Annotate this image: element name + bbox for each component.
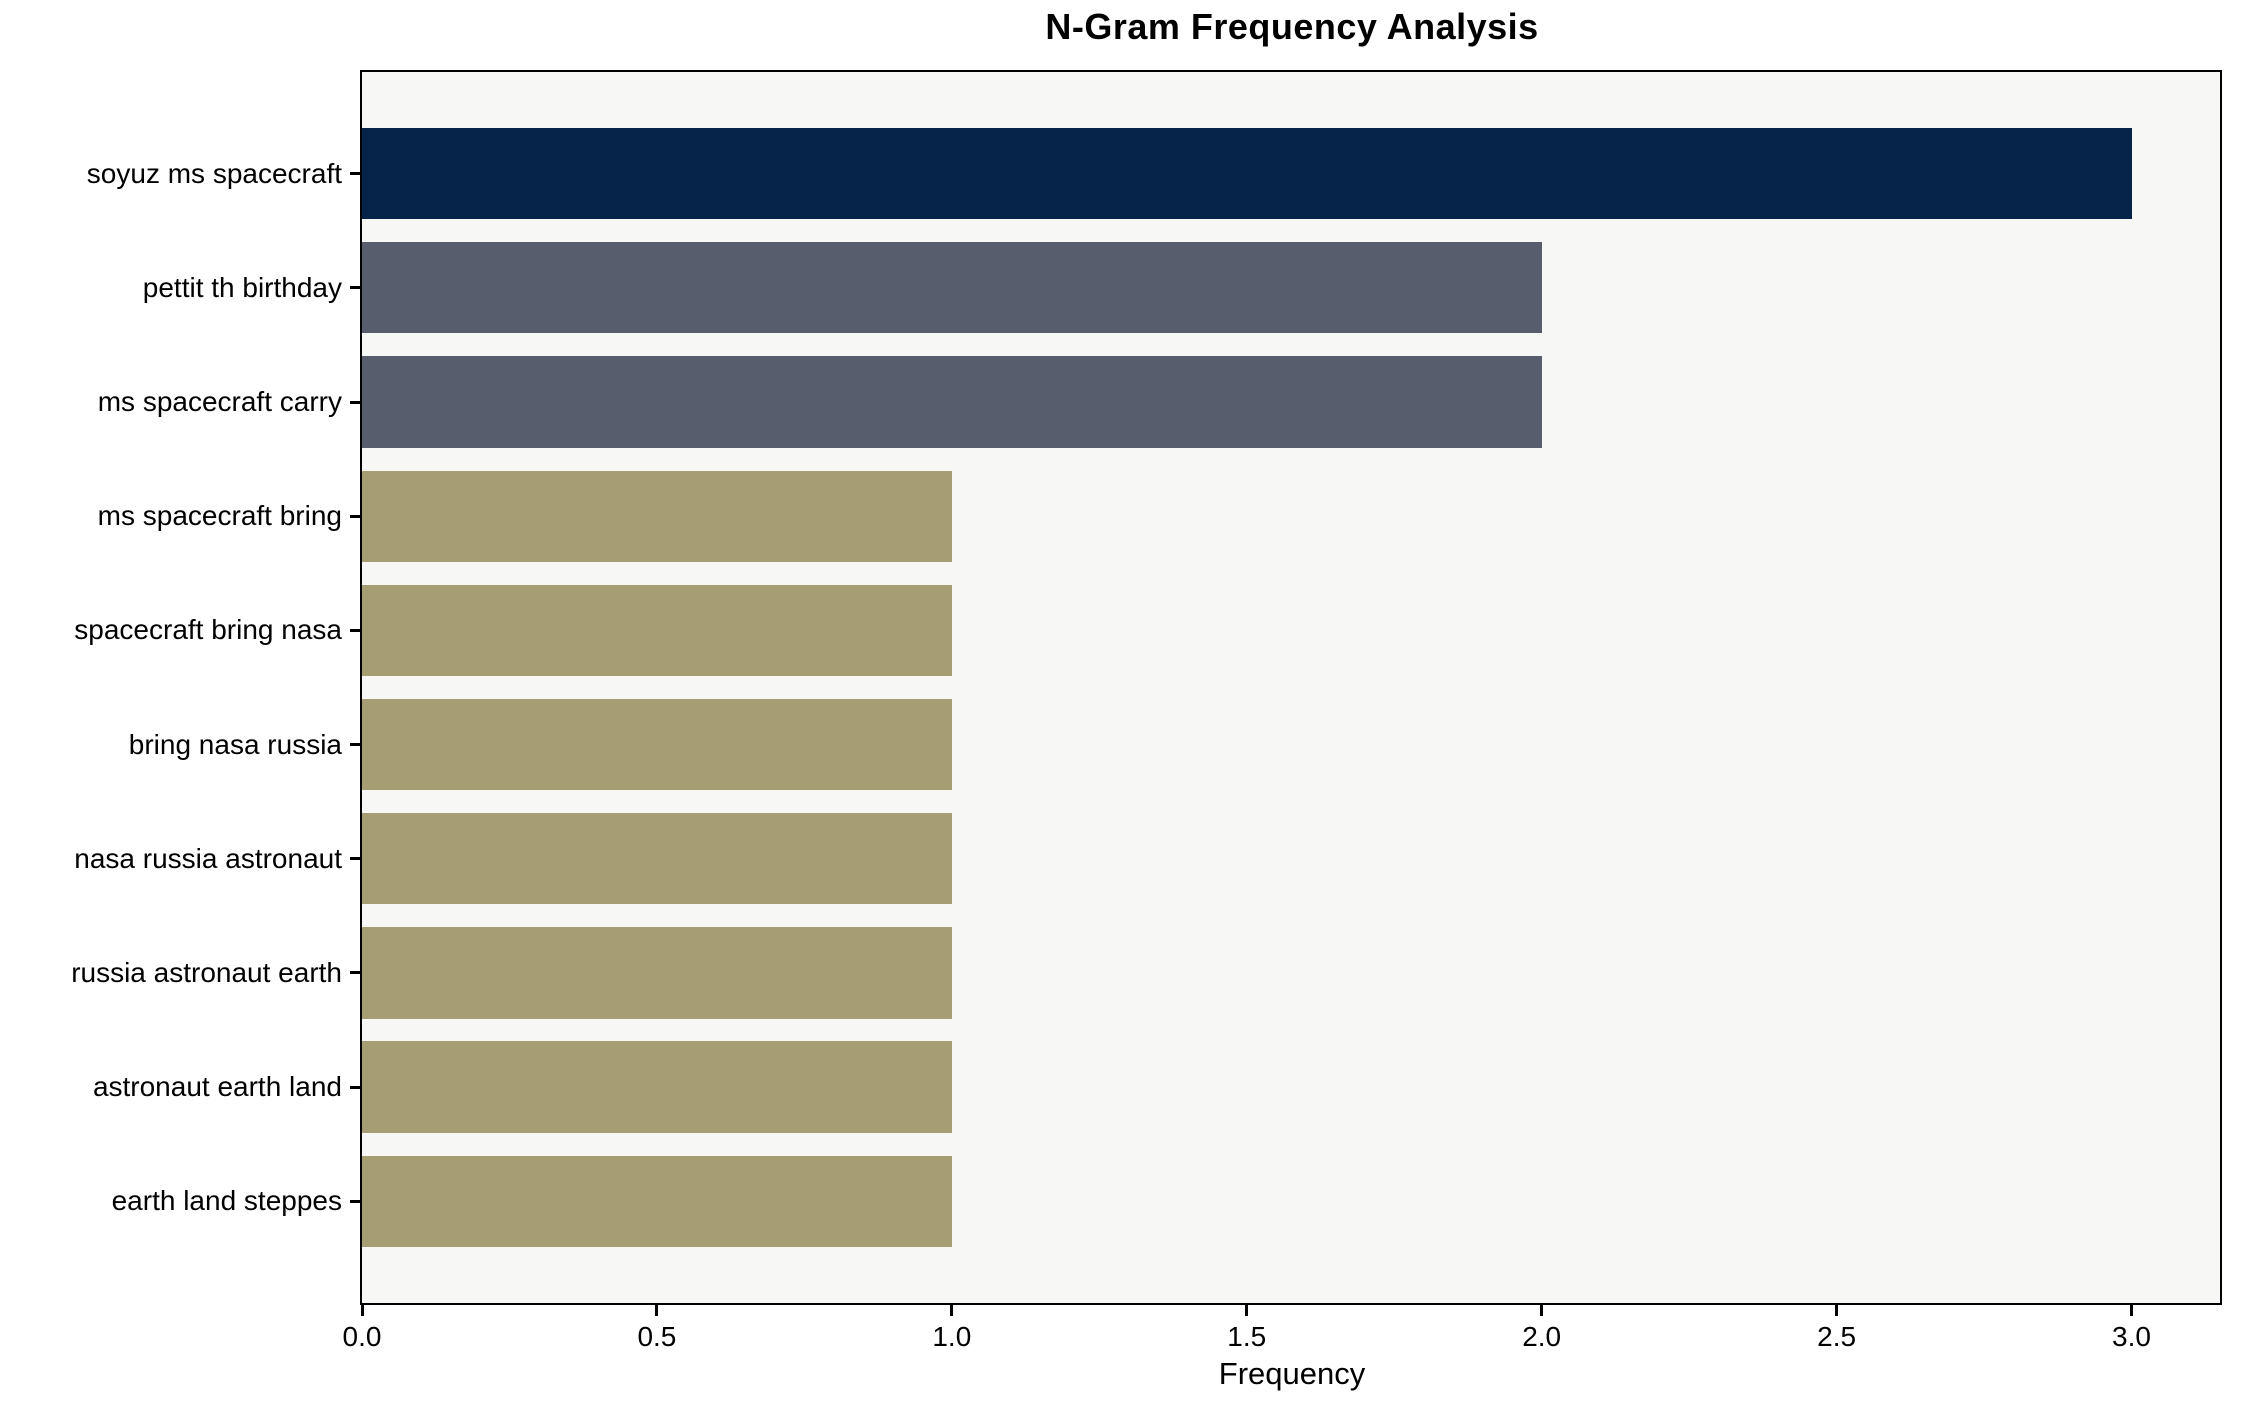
chart-title: N-Gram Frequency Analysis (1045, 6, 1539, 47)
x-tick-mark (2130, 1305, 2134, 1316)
plot-area (360, 70, 2222, 1305)
x-tick-mark (1835, 1305, 1839, 1316)
y-tick-mark (350, 857, 362, 861)
bar-russia-astronaut-earth (362, 927, 952, 1019)
y-tick-label: earth land steppes (111, 1185, 342, 1217)
y-tick-label: astronaut earth land (92, 1071, 342, 1103)
y-tick-label: ms spacecraft bring (97, 500, 342, 532)
y-tick-mark (350, 286, 362, 290)
bar-earth-land-steppes (362, 1155, 952, 1248)
x-tick-mark (360, 1305, 364, 1316)
bar-astronaut-earth-land (362, 1041, 952, 1133)
y-tick-mark (350, 400, 362, 404)
bar-soyuz-ms-spacecraft (362, 127, 2132, 220)
y-tick-label: bring nasa russia (128, 728, 342, 760)
y-tick-mark (350, 628, 362, 632)
y-tick-label: spacecraft bring nasa (74, 614, 342, 646)
x-tick-label: 2.0 (1522, 1321, 1562, 1352)
y-tick-label: soyuz ms spacecraft (86, 157, 342, 189)
y-tick-label: nasa russia astronaut (74, 842, 342, 874)
y-tick-mark (350, 172, 362, 176)
x-tick-mark (950, 1305, 954, 1316)
y-tick-mark (350, 1085, 362, 1089)
x-tick-mark (1540, 1305, 1544, 1316)
x-tick-mark (1245, 1305, 1249, 1316)
bar-spacecraft-bring-nasa (362, 584, 952, 677)
x-tick-mark (655, 1305, 659, 1316)
bar-bring-nasa-russia (362, 698, 952, 791)
y-tick-label: russia astronaut earth (71, 956, 342, 988)
x-tick-label: 3.0 (2112, 1321, 2151, 1352)
bar-nasa-russia-astronaut (362, 813, 952, 905)
y-tick-mark (350, 971, 362, 975)
x-tick-label: 2.5 (1817, 1321, 1857, 1352)
x-tick-label: 0.0 (342, 1321, 382, 1352)
y-tick-label: pettit th birthday (142, 271, 342, 303)
x-tick-label: 1.0 (932, 1321, 972, 1352)
y-tick-mark (350, 743, 362, 747)
x-tick-label: 1.5 (1227, 1321, 1267, 1352)
bar-pettit-th-birthday (362, 242, 1542, 334)
x-tick-label: 0.5 (637, 1321, 677, 1352)
y-tick-label: ms spacecraft carry (97, 386, 342, 418)
bar-ms-spacecraft-bring (362, 470, 952, 562)
x-axis-label: Frequency (1218, 1356, 1366, 1391)
bar-ms-spacecraft-carry (362, 356, 1542, 448)
y-tick-mark (350, 514, 362, 518)
y-tick-mark (350, 1199, 362, 1203)
